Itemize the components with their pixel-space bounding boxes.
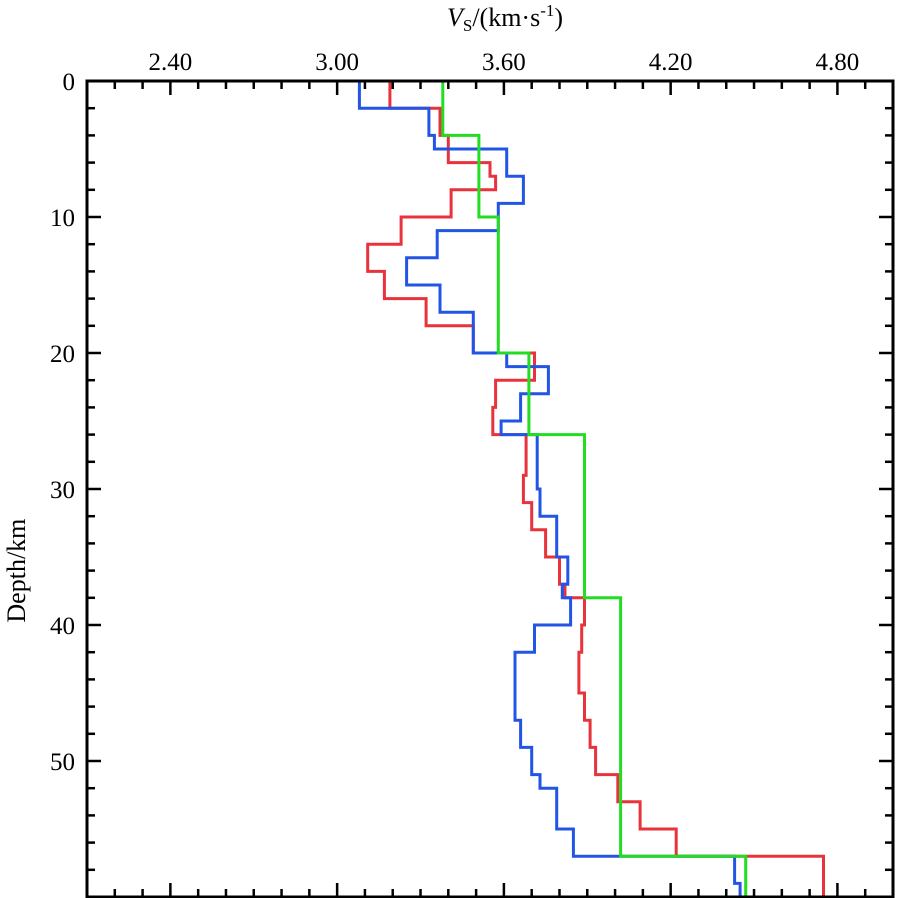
x-axis-title-subscript: S [463, 16, 472, 35]
x-tick-labels: 2.40 3.00 3.60 4.20 4.80 [149, 49, 860, 76]
x-tick-label: 4.20 [649, 49, 693, 76]
x-tick-label: 2.40 [149, 49, 193, 76]
plot-frame [85, 79, 895, 898]
y-tick-label: 40 [50, 613, 75, 640]
x-tick-label: 3.00 [315, 49, 359, 76]
series-green-line [441, 81, 748, 897]
y-tick-labels: 0 10 20 30 40 50 [50, 69, 75, 776]
plot-series [357, 81, 825, 897]
y-tick-label: 0 [63, 69, 76, 96]
y-axis-title: Depth/km [2, 519, 31, 623]
y-tick-label: 50 [50, 749, 75, 776]
x-tick-label: 4.80 [816, 49, 860, 76]
y-tick-label: 30 [50, 477, 75, 504]
x-axis-title-exponent: -1 [540, 1, 554, 20]
series-blue-line [357, 81, 742, 897]
x-axis-title-main: V [447, 3, 466, 32]
x-tick-label: 3.60 [482, 49, 526, 76]
x-axis-title-close: ) [554, 3, 563, 32]
series-red-line [366, 81, 825, 897]
x-axis-title: VS/(km·s-1) [447, 1, 563, 35]
axis-ticks [87, 79, 895, 898]
y-tick-label: 20 [50, 341, 75, 368]
x-axis-title-unit: /(km·s [472, 3, 540, 32]
y-tick-label: 10 [50, 205, 75, 232]
